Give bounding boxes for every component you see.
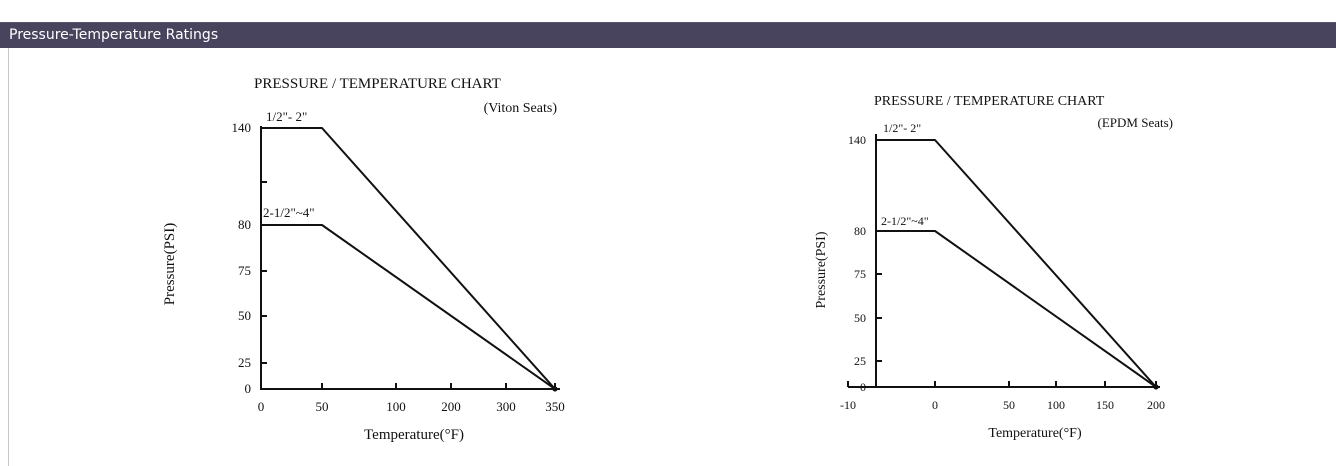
y-tick-label: 75 [854,267,866,281]
chart-title: PRESSURE / TEMPERATURE CHART [254,76,501,92]
series-label: 1/2"- 2" [883,121,921,135]
x-tick-label: 150 [1096,398,1114,412]
epdm-seats-chart: PRESSURE / TEMPERATURE CHART (EPDM Seats)… [814,94,1173,441]
x-tick-label: -10 [840,398,856,412]
chart-subtitle: (EPDM Seats) [1098,115,1173,130]
y-tick-label: 25 [238,355,251,370]
y-tick-label: 50 [854,311,866,325]
series-line-1 [875,230,1157,388]
series-end-point-1 [552,386,558,392]
x-tick-label: 0 [932,398,938,412]
x-tick-label: 50 [1003,398,1015,412]
x-tick-label: 50 [316,399,329,414]
x-tick-label: 100 [386,399,406,414]
x-tick-label: 300 [496,399,516,414]
y-tick-label: 140 [848,133,866,147]
x-tick-label: 350 [545,399,565,414]
y-tick-label: 80 [854,224,866,238]
y-tick-label: 50 [238,308,251,323]
x-tick-label: 200 [1147,398,1165,412]
series-end-point-1 [1153,384,1159,390]
y-tick-label: 75 [238,263,251,278]
viton-seats-chart: PRESSURE / TEMPERATURE CHART (Viton Seats… [162,76,565,443]
series-line-0 [260,127,556,390]
x-axis-label: Temperature(°F) [364,427,464,443]
chart-panel [8,48,1336,466]
chart-title: PRESSURE / TEMPERATURE CHART [874,94,1105,109]
y-tick-label: 80 [238,217,251,232]
x-axis-label: Temperature(°F) [988,426,1082,441]
x-tick-label: 200 [441,399,461,414]
series-line-0 [875,139,1157,388]
y-axis-label: Pressure(PSI) [162,223,178,306]
series-label: 2-1/2"~4" [881,214,929,228]
y-tick-label: 0 [860,380,866,394]
section-header-bar: Pressure-Temperature Ratings [0,22,1336,48]
section-title: Pressure-Temperature Ratings [9,27,219,43]
series-label: 2-1/2"~4" [263,205,315,220]
y-tick-label: 140 [232,120,252,135]
chart-subtitle: (Viton Seats) [484,101,558,116]
x-tick-label: 0 [258,399,265,414]
y-tick-label: 0 [245,381,252,396]
x-tick-label: 100 [1047,398,1065,412]
series-line-1 [260,224,556,390]
y-axis-label: Pressure(PSI) [814,231,829,308]
y-tick-label: 25 [854,354,866,368]
series-label: 1/2"- 2" [266,109,307,124]
